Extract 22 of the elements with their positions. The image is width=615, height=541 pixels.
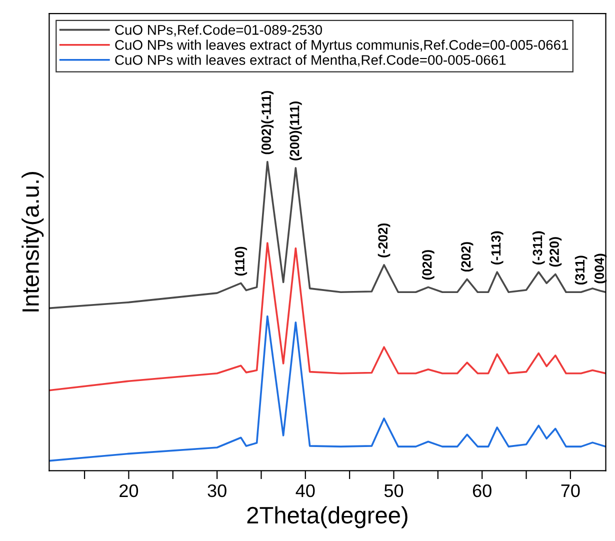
annotation: (200)(111) xyxy=(290,102,302,160)
y-axis-title: Intensity(a.u.) xyxy=(22,172,44,312)
annotation: (202) xyxy=(460,242,474,272)
annotation: (-113) xyxy=(490,231,504,264)
annotation: (004) xyxy=(594,254,607,284)
x-tick-label: 40 xyxy=(296,484,315,498)
legend-label: CuO NPs with leaves extract of Mentha,Ref.Code=00-005-0661 xyxy=(115,54,506,67)
annotation: (110) xyxy=(234,246,248,276)
annotation: (002)(-111) xyxy=(261,90,274,154)
x-axis-title: 2Theta(degree) xyxy=(247,506,408,528)
x-tick-label: 70 xyxy=(561,484,580,498)
annotation: (-202) xyxy=(378,223,390,258)
annotation: (220) xyxy=(549,237,562,267)
x-tick-label: 30 xyxy=(208,484,226,498)
x-tick-label: 50 xyxy=(384,484,404,498)
annotation: (-311) xyxy=(532,231,545,264)
x-tick-label: 60 xyxy=(472,484,492,498)
annotation: (020) xyxy=(422,250,434,280)
x-tick-label: 20 xyxy=(120,484,138,498)
legend-label: CuO NPs with leaves extract of Myrtus communis,Ref.Code=00-005-0661 xyxy=(115,40,568,53)
annotation: (311) xyxy=(574,256,588,285)
legend-label: CuO NPs,Ref.Code=01-089-2530 xyxy=(115,24,322,36)
